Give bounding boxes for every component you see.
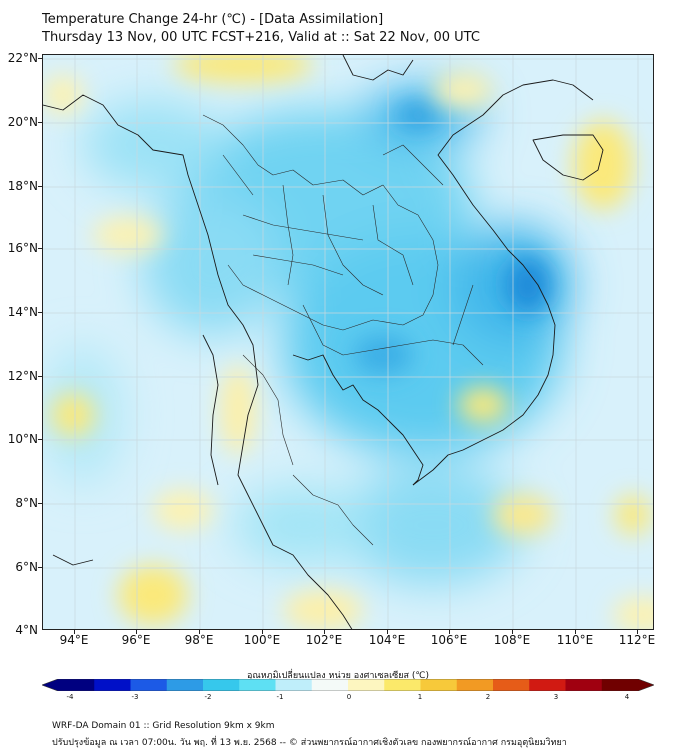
- colorbar-tick: 3: [553, 693, 559, 701]
- colorbar-tick: -3: [131, 693, 139, 701]
- colorbar-segment: [166, 679, 204, 691]
- map-title: Temperature Change 24-hr (℃) - [Data Ass…: [42, 12, 384, 27]
- footer-domain-info: WRF-DA Domain 01 :: Grid Resolution 9km …: [52, 721, 275, 731]
- lat-label-22n: 22°N: [7, 51, 38, 65]
- colorbar-segments: [42, 679, 654, 691]
- lon-tick: [449, 630, 450, 634]
- lat-label-6n: 6°N: [15, 560, 38, 574]
- lon-tick: [324, 630, 325, 634]
- coastlines: [43, 55, 604, 629]
- lon-label-98e: 98°E: [184, 633, 214, 647]
- colorbar-segment: [311, 679, 349, 691]
- lat-tick: [38, 376, 42, 377]
- lat-label-18n: 18°N: [7, 179, 38, 193]
- lat-label-16n: 16°N: [7, 241, 38, 255]
- colorbar-segment: [456, 679, 494, 691]
- temperature-change-map[interactable]: [42, 54, 654, 630]
- colorbar-segment: [58, 679, 95, 691]
- colorbar-min-arrow: [42, 679, 58, 691]
- lon-tick: [136, 630, 137, 634]
- lat-label-8n: 8°N: [15, 496, 38, 510]
- colorbar: [42, 679, 654, 691]
- lon-label-110e: 110°E: [556, 633, 594, 647]
- lon-label-112e: 112°E: [618, 633, 656, 647]
- colorbar-segment: [94, 679, 131, 691]
- colorbar-tick: 1: [417, 693, 423, 701]
- lon-tick: [512, 630, 513, 634]
- lat-tick: [38, 567, 42, 568]
- map-canvas: [43, 55, 653, 629]
- colorbar-label: อุณหภูมิเปลี่ยนแปลง หน่วย องศาเซลเซียส (…: [246, 671, 430, 681]
- lon-tick: [74, 630, 75, 634]
- lon-tick: [575, 630, 576, 634]
- colorbar-segment: [275, 679, 313, 691]
- colorbar-segment: [348, 679, 385, 691]
- colorbar-segment: [565, 679, 603, 691]
- colorbar-segment: [130, 679, 168, 691]
- lat-label-4n: 4°N: [15, 623, 38, 637]
- colorbar-segment: [529, 679, 566, 691]
- footer-credit: ปรับปรุงข้อมูล ณ เวลา 07:00น. วัน พฤ. ที…: [52, 738, 567, 748]
- lat-tick: [38, 312, 42, 313]
- lon-label-108e: 108°E: [493, 633, 531, 647]
- lon-label-102e: 102°E: [305, 633, 343, 647]
- graticule: [43, 55, 653, 629]
- lon-tick: [637, 630, 638, 634]
- lat-tick: [38, 248, 42, 249]
- lat-label-10n: 10°N: [7, 432, 38, 446]
- colorbar-segment: [420, 679, 458, 691]
- colorbar-tick: 0: [346, 693, 352, 701]
- lon-tick: [262, 630, 263, 634]
- lon-tick: [387, 630, 388, 634]
- colorbar-segment: [601, 679, 639, 691]
- lon-label-94e: 94°E: [59, 633, 89, 647]
- colorbar-segment: [493, 679, 530, 691]
- map-subtitle: Thursday 13 Nov, 00 UTC FCST+216, Valid …: [42, 30, 480, 45]
- lon-label-100e: 100°E: [243, 633, 281, 647]
- lat-tick: [38, 503, 42, 504]
- lon-tick: [199, 630, 200, 634]
- colorbar-segment: [384, 679, 421, 691]
- lat-tick: [38, 186, 42, 187]
- strong-cooling-cores: [353, 103, 550, 375]
- colorbar-tick: -4: [66, 693, 74, 701]
- colorbar-tick: 4: [624, 693, 630, 701]
- lat-label-20n: 20°N: [7, 115, 38, 129]
- colorbar-tick: 2: [485, 693, 491, 701]
- lat-tick: [38, 122, 42, 123]
- lat-tick: [38, 439, 42, 440]
- lat-label-14n: 14°N: [7, 305, 38, 319]
- lon-label-104e: 104°E: [368, 633, 406, 647]
- admin-borders: [202, 114, 484, 546]
- colorbar-max-arrow: [638, 679, 654, 691]
- lon-label-96e: 96°E: [121, 633, 151, 647]
- colorbar-segment: [239, 679, 276, 691]
- lon-label-106e: 106°E: [430, 633, 468, 647]
- colorbar-tick: -1: [276, 693, 284, 701]
- lat-tick: [38, 58, 42, 59]
- colorbar-segment: [203, 679, 240, 691]
- warming-field: [43, 55, 653, 629]
- colorbar-tick: -2: [204, 693, 212, 701]
- lat-label-12n: 12°N: [7, 369, 38, 383]
